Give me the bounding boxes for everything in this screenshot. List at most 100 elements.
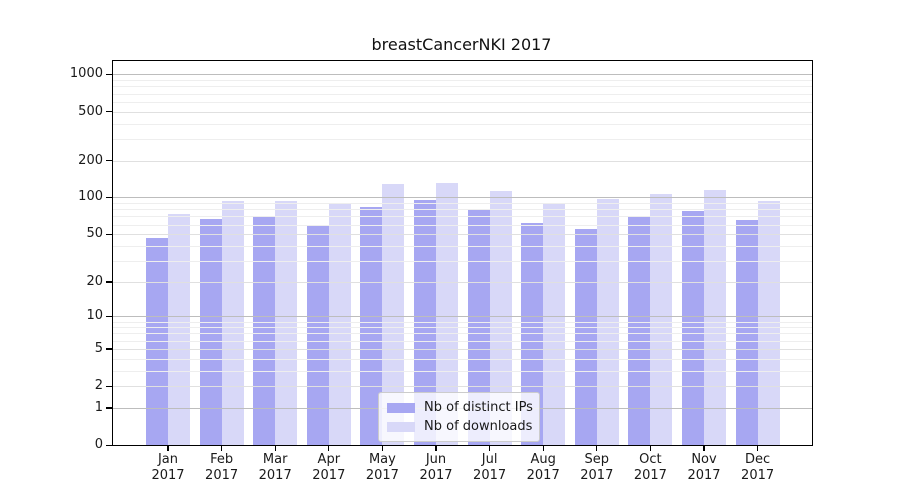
minor-gridline-3 — [113, 370, 812, 372]
y-tick-200 — [106, 160, 113, 162]
bar-downloads-oct — [650, 194, 673, 445]
x-label-month: Oct — [639, 452, 662, 467]
gridline-10 — [113, 316, 812, 318]
legend-label-downloads: Nb of downloads — [424, 419, 533, 434]
y-tick-20 — [106, 281, 113, 283]
x-label-year: 2017 — [365, 468, 399, 483]
y-tick-label-1: 1 — [94, 399, 103, 415]
bar-downloads-mar — [275, 201, 298, 445]
x-tick-label-mar: Mar 2017 — [247, 452, 303, 484]
gridline-100 — [113, 197, 812, 199]
y-tick-0 — [106, 444, 113, 446]
x-label-month: Feb — [210, 452, 234, 467]
x-label-month: Nov — [691, 452, 717, 467]
x-tick-label-feb: Feb 2017 — [194, 452, 250, 484]
y-tick-label-1000: 1000 — [69, 66, 103, 82]
legend-swatch-distinct-ips — [387, 402, 415, 413]
y-tick-label-500: 500 — [78, 103, 103, 119]
gridline-500 — [113, 111, 812, 113]
bar-downloads-jan — [168, 214, 190, 445]
chart-title: breastCancerNKI 2017 — [371, 35, 552, 54]
y-tick-50 — [106, 233, 113, 235]
x-tick-label-dec: Dec 2017 — [730, 452, 786, 484]
x-tick-label-jun: Jun 2017 — [408, 452, 464, 484]
x-tick-jan — [167, 445, 169, 451]
gridline-50 — [113, 234, 812, 236]
x-tick-label-jan: Jan 2017 — [140, 452, 196, 484]
x-tick-oct — [649, 445, 652, 451]
minor-gridline-6 — [113, 340, 812, 342]
y-tick-100 — [106, 196, 113, 199]
legend-label-distinct-ips: Nb of distinct IPs — [424, 400, 533, 415]
x-tick-label-jul: Jul 2017 — [462, 452, 518, 484]
bar-downloads-jun — [436, 182, 458, 445]
x-tick-mar — [274, 445, 276, 451]
minor-gridline-900 — [113, 80, 812, 82]
x-label-month: Mar — [262, 452, 288, 467]
x-tick-label-sep: Sep 2017 — [569, 452, 625, 484]
x-tick-nov — [703, 445, 705, 451]
gridline-5 — [113, 348, 812, 350]
y-tick-label-200: 200 — [78, 152, 103, 168]
bar-distinct-ips-dec — [735, 220, 758, 445]
x-label-year: 2017 — [633, 468, 667, 483]
x-label-month: Apr — [317, 452, 341, 467]
minor-gridline-90 — [113, 203, 812, 205]
x-tick-jun — [435, 445, 437, 451]
y-tick-label-0: 0 — [94, 437, 103, 452]
bar-downloads-aug — [543, 204, 566, 445]
x-label-year: 2017 — [473, 468, 507, 483]
x-tick-jul — [488, 445, 491, 451]
minor-gridline-400 — [113, 123, 812, 125]
gridline-200 — [113, 160, 812, 162]
y-tick-1 — [106, 407, 113, 409]
x-tick-label-may: May 2017 — [354, 452, 410, 484]
minor-gridline-700 — [113, 93, 812, 95]
x-label-month: May — [368, 452, 396, 467]
legend-item-downloads: Nb of downloads — [387, 418, 533, 435]
bar-downloads-may — [382, 184, 405, 445]
minor-gridline-30 — [113, 260, 812, 262]
y-tick-label-2: 2 — [94, 378, 103, 394]
bar-distinct-ips-jan — [146, 238, 168, 445]
minor-gridline-40 — [113, 245, 812, 247]
gridline-20 — [113, 281, 812, 283]
y-tick-label-10: 10 — [86, 308, 103, 324]
x-tick-label-nov: Nov 2017 — [676, 452, 732, 484]
x-tick-dec — [756, 445, 759, 451]
x-label-year: 2017 — [526, 468, 560, 483]
x-tick-label-oct: Oct 2017 — [622, 452, 678, 484]
x-label-month: Dec — [745, 452, 771, 467]
plot-area: Nb of distinct IPs Nb of downloads 1000 5… — [70, 60, 813, 483]
legend: Nb of distinct IPs Nb of downloads — [378, 392, 540, 442]
x-label-year: 2017 — [580, 468, 614, 483]
y-tick-5 — [106, 348, 113, 350]
y-tick-10 — [106, 315, 113, 318]
x-label-year: 2017 — [151, 468, 185, 483]
minor-gridline-80 — [113, 209, 812, 211]
bar-downloads-jul — [489, 190, 512, 445]
x-label-year: 2017 — [258, 468, 292, 483]
x-label-year: 2017 — [205, 468, 239, 483]
bar-distinct-ips-may — [360, 207, 383, 445]
minor-gridline-60 — [113, 224, 812, 226]
bar-downloads-apr — [328, 203, 351, 445]
x-label-month: Jan — [157, 452, 179, 467]
x-tick-feb — [220, 445, 223, 451]
bar-distinct-ips-oct — [628, 216, 651, 445]
bar-downloads-feb — [221, 201, 244, 445]
x-label-year: 2017 — [741, 468, 775, 483]
minor-gridline-9 — [113, 321, 812, 323]
minor-gridline-7 — [113, 333, 812, 335]
x-tick-may — [381, 445, 384, 451]
legend-item-distinct-ips: Nb of distinct IPs — [387, 399, 533, 416]
legend-swatch-downloads — [387, 421, 415, 432]
x-label-year: 2017 — [419, 468, 453, 483]
minor-gridline-600 — [113, 101, 812, 103]
bar-distinct-ips-feb — [199, 219, 222, 445]
minor-gridline-4 — [113, 358, 812, 360]
x-tick-label-apr: Apr 2017 — [301, 452, 357, 484]
x-tick-apr — [328, 445, 330, 451]
x-label-month: Sep — [584, 452, 610, 467]
